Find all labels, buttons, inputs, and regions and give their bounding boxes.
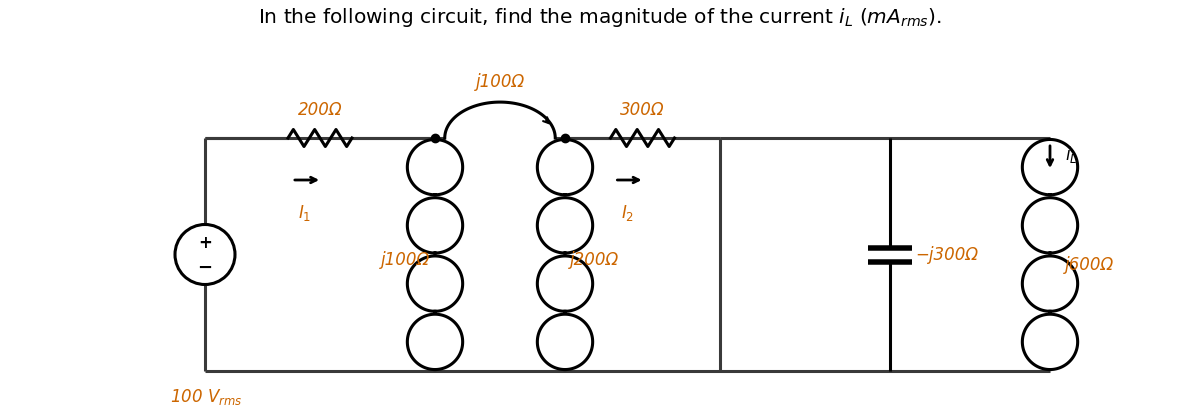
Text: $I_2$: $I_2$: [620, 202, 634, 223]
Text: +: +: [198, 234, 212, 252]
Text: −j300Ω: −j300Ω: [916, 246, 978, 264]
Text: $i_L$: $i_L$: [1066, 144, 1078, 165]
Text: 300Ω: 300Ω: [620, 101, 665, 119]
Text: 200Ω: 200Ω: [298, 101, 342, 119]
Text: In the following circuit, find the magnitude of the current $i_L$ ($mA_{rms}$).: In the following circuit, find the magni…: [258, 6, 942, 29]
Text: j100Ω: j100Ω: [475, 73, 524, 91]
Text: j200Ω: j200Ω: [570, 251, 619, 269]
Text: j100Ω: j100Ω: [380, 251, 430, 269]
Text: $I_1$: $I_1$: [299, 202, 312, 223]
Text: j600Ω: j600Ω: [1066, 256, 1115, 274]
Text: −: −: [198, 258, 212, 276]
Text: 100 $V_{rms}$: 100 $V_{rms}$: [170, 386, 242, 406]
